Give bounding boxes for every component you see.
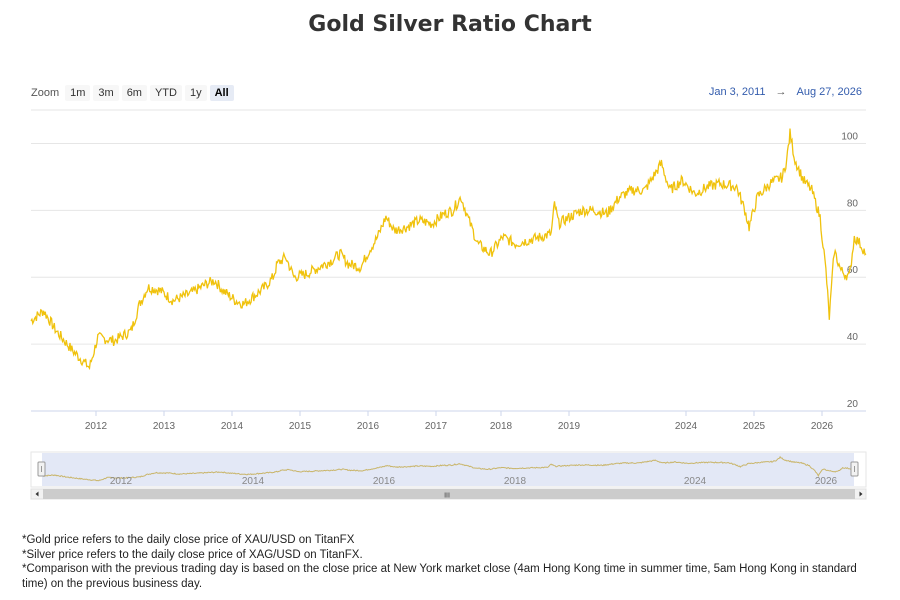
x-tick-label: 2013 [153,421,176,432]
navigator-label: 2018 [504,476,527,487]
x-tick-labels: 2012 2013 2014 2015 2016 2017 2018 2019 2024 2025… [85,411,834,432]
scroll-left-arrow-icon[interactable] [35,491,39,497]
grid-lines [31,109,866,412]
y-tick-labels: 20 40 60 80 100 [841,131,858,410]
x-tick-label: 2026 [811,421,834,432]
page-title: Gold Silver Ratio Chart [308,12,592,37]
navigator-label: 2012 [110,476,133,487]
x-tick-label: 2012 [85,421,108,432]
y-tick-label: 80 [847,198,859,209]
date-range: Jan 3, 2011 → Aug 27, 2026 [709,86,862,98]
zoom-label: Zoom [31,87,60,99]
x-tick-label: 2014 [221,421,244,432]
zoom-3m-button[interactable]: 3m [93,85,119,101]
footnote-gold: *Gold price refers to the daily close pr… [22,534,355,546]
footnote-silver: *Silver price refers to the daily close … [22,548,363,561]
x-tick-label: 2016 [357,421,380,432]
x-tick-label: 2015 [289,421,312,432]
x-tick-label: 2025 [743,421,766,432]
x-tick-label: 2024 [675,421,698,432]
footnotes: *Gold price refers to the daily close pr… [22,533,872,591]
scroll-right-arrow-icon[interactable] [859,491,863,497]
zoom-ytd-button[interactable]: YTD [149,85,182,101]
range-to[interactable]: Aug 27, 2026 [796,86,862,98]
navigator-labels: 2012 2014 2016 2018 2024 2026 [110,476,838,487]
navigator-selection[interactable] [42,453,854,486]
y-tick-label: 20 [847,399,859,410]
range-from[interactable]: Jan 3, 2011 [708,86,766,98]
x-tick-label: 2018 [490,421,513,432]
zoom-1y-button[interactable]: 1y [184,85,207,101]
navigator-label: 2014 [242,476,265,487]
zoom-bar: Zoom 1m 3m 6m YTD 1y All [31,84,237,102]
footnote-comparison: *Comparison with the previous trading da… [22,563,857,590]
zoom-all-button[interactable]: All [209,85,234,101]
scrollbar-thumb[interactable] [43,489,855,499]
x-tick-label: 2017 [425,421,448,432]
zoom-6m-button[interactable]: 6m [121,85,147,101]
zoom-1m-button[interactable]: 1m [65,85,91,101]
ratio-series-line [30,128,867,371]
scrollbar-grip: III [444,493,450,500]
x-tick-label: 2019 [558,421,581,432]
range-arrow: → [775,86,787,98]
navigator-series-line [41,455,855,482]
navigator-label: 2026 [815,476,838,487]
navigator-label: 2016 [373,476,396,487]
y-tick-label: 100 [841,131,858,142]
navigator-label: 2024 [684,476,707,487]
chart-svg: 20 40 60 80 100 2012 2013 2014 2015 2016 2017 2018… [30,109,867,500]
y-tick-label: 60 [847,265,859,276]
y-tick-label: 40 [847,332,859,343]
